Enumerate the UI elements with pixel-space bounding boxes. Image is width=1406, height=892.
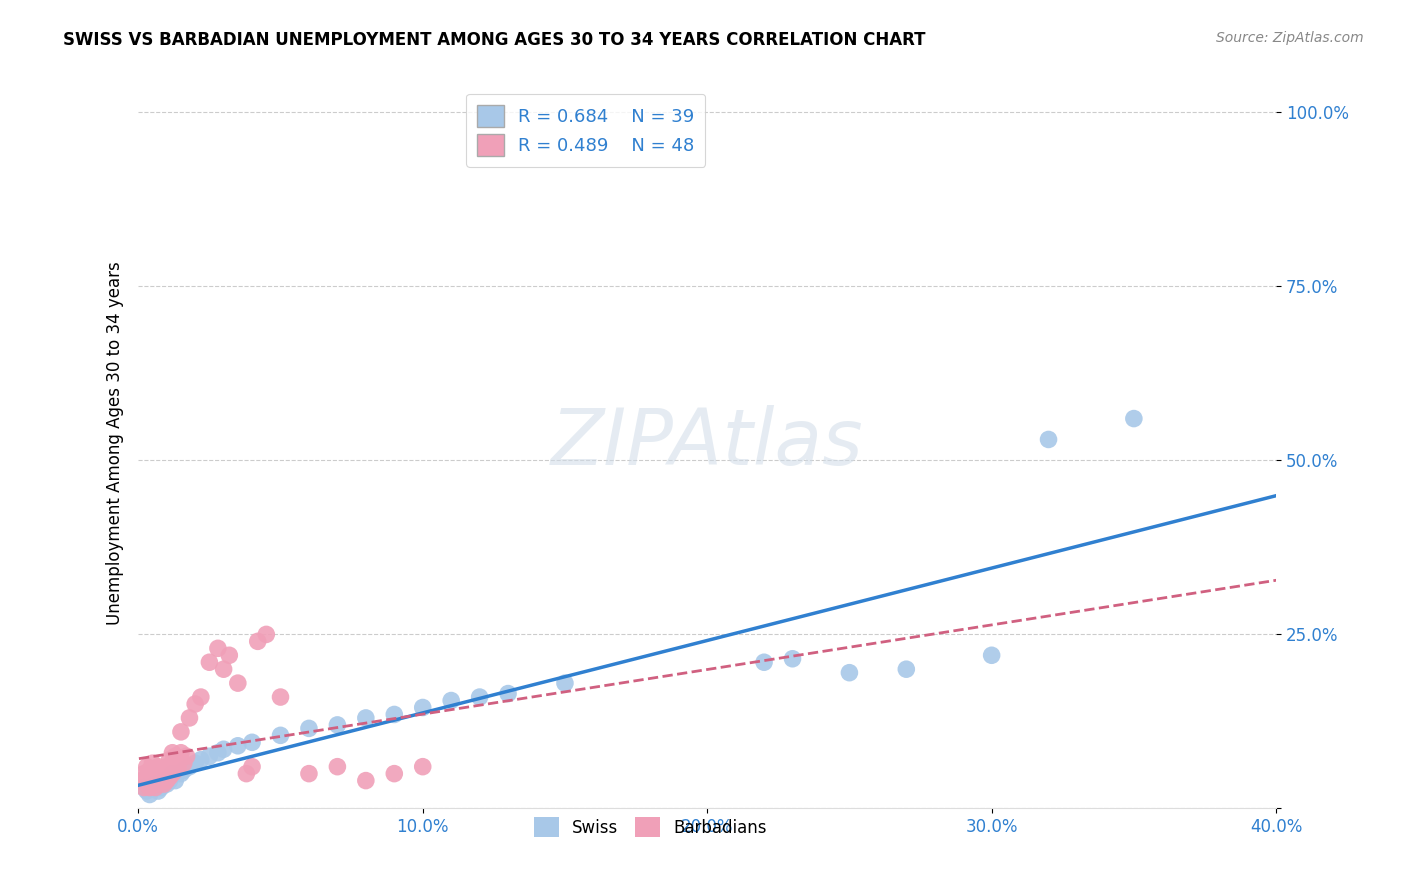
Point xyxy=(148,777,170,791)
Point xyxy=(153,777,176,791)
Point xyxy=(240,735,263,749)
Point xyxy=(156,773,179,788)
Point xyxy=(132,780,155,795)
Point xyxy=(298,766,321,780)
Point xyxy=(207,746,229,760)
Point xyxy=(162,766,184,780)
Point xyxy=(218,648,240,663)
Point xyxy=(382,766,405,780)
Point xyxy=(173,756,195,771)
Point xyxy=(173,763,195,777)
Point xyxy=(167,759,190,773)
Point xyxy=(980,648,1002,663)
Point xyxy=(1038,433,1060,447)
Point xyxy=(179,759,201,773)
Point xyxy=(354,773,377,788)
Point xyxy=(354,711,377,725)
Point xyxy=(212,662,235,676)
Point xyxy=(179,711,201,725)
Point xyxy=(240,759,263,773)
Point xyxy=(159,770,181,784)
Point xyxy=(298,722,321,736)
Point xyxy=(226,739,249,753)
Point xyxy=(135,777,157,791)
Point xyxy=(896,662,918,676)
Point xyxy=(838,665,860,680)
Point xyxy=(165,763,187,777)
Point xyxy=(141,773,163,788)
Point xyxy=(412,759,434,773)
Point xyxy=(554,676,576,690)
Point xyxy=(159,773,181,788)
Point xyxy=(138,788,160,802)
Point xyxy=(150,773,173,788)
Point xyxy=(170,766,193,780)
Point xyxy=(159,753,181,767)
Text: ZIPAtlas: ZIPAtlas xyxy=(551,405,863,481)
Point xyxy=(148,784,170,798)
Point xyxy=(150,780,173,795)
Point xyxy=(156,777,179,791)
Point xyxy=(412,700,434,714)
Point xyxy=(382,707,405,722)
Text: Source: ZipAtlas.com: Source: ZipAtlas.com xyxy=(1216,31,1364,45)
Point xyxy=(143,777,166,791)
Point xyxy=(162,746,184,760)
Point xyxy=(170,724,193,739)
Point xyxy=(132,780,155,795)
Point xyxy=(176,749,198,764)
Point xyxy=(153,763,176,777)
Point xyxy=(143,770,166,784)
Point xyxy=(326,718,349,732)
Point xyxy=(162,766,184,780)
Point xyxy=(226,676,249,690)
Point xyxy=(254,627,277,641)
Point xyxy=(496,687,519,701)
Point xyxy=(165,773,187,788)
Point xyxy=(235,766,257,780)
Point xyxy=(170,746,193,760)
Point xyxy=(190,753,212,767)
Legend: Swiss, Barbadians: Swiss, Barbadians xyxy=(527,810,773,844)
Point xyxy=(207,641,229,656)
Point xyxy=(143,780,166,795)
Point xyxy=(468,690,491,704)
Point xyxy=(138,780,160,795)
Point xyxy=(246,634,269,648)
Y-axis label: Unemployment Among Ages 30 to 34 years: Unemployment Among Ages 30 to 34 years xyxy=(107,261,124,624)
Point xyxy=(135,784,157,798)
Point xyxy=(212,742,235,756)
Point xyxy=(165,749,187,764)
Point xyxy=(184,756,207,771)
Point xyxy=(270,690,292,704)
Point xyxy=(440,693,463,707)
Point xyxy=(132,766,155,780)
Point xyxy=(156,759,179,773)
Point xyxy=(148,759,170,773)
Point xyxy=(153,773,176,788)
Point xyxy=(190,690,212,704)
Text: SWISS VS BARBADIAN UNEMPLOYMENT AMONG AGES 30 TO 34 YEARS CORRELATION CHART: SWISS VS BARBADIAN UNEMPLOYMENT AMONG AG… xyxy=(63,31,925,49)
Point xyxy=(138,763,160,777)
Point xyxy=(198,655,221,669)
Point xyxy=(135,759,157,773)
Point xyxy=(141,756,163,771)
Point xyxy=(150,766,173,780)
Point xyxy=(198,749,221,764)
Point xyxy=(1122,411,1144,425)
Point xyxy=(782,652,804,666)
Point xyxy=(270,728,292,742)
Point xyxy=(752,655,775,669)
Point xyxy=(141,780,163,795)
Point xyxy=(129,773,152,788)
Point xyxy=(184,697,207,711)
Point xyxy=(326,759,349,773)
